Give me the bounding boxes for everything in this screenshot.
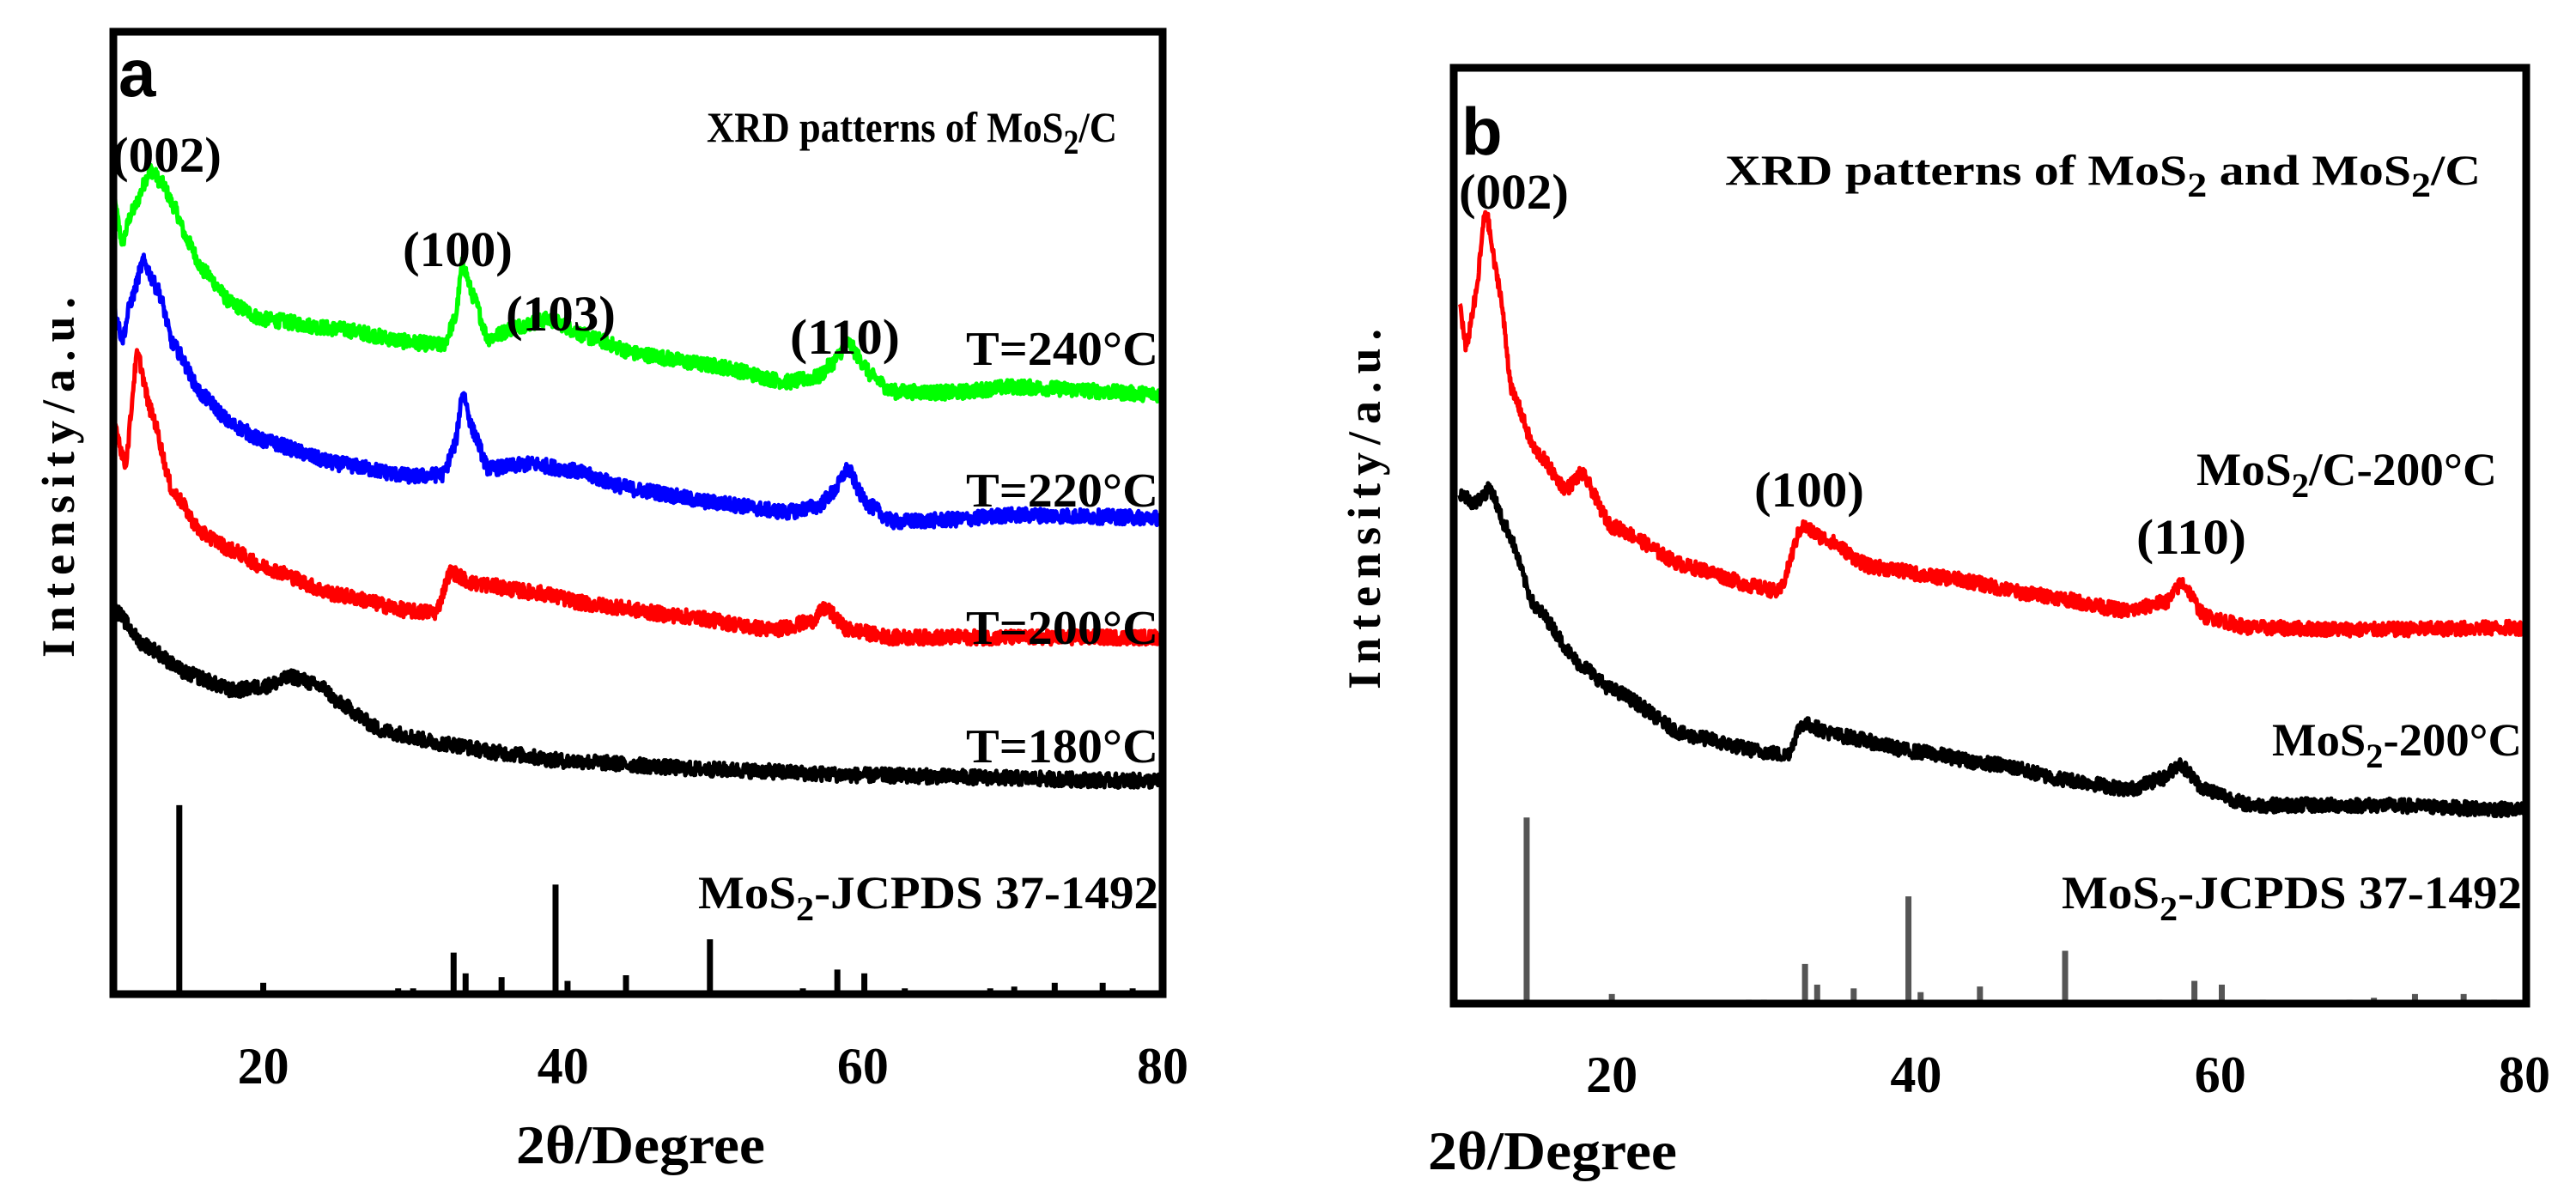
x-tick-label: 40 [538,1038,589,1095]
panel-a-title: XRD patterns of MoS2/C [707,103,1117,161]
reference-label: MoS 2-JCPDS 37-1492 [698,867,1158,928]
panel-a-x-tick-labels: 20 40 60 80 [238,1038,1188,1095]
series-line-mos2-200-c [1457,481,2526,819]
x-tick-label: 80 [2499,1046,2550,1103]
reference-label: MoS 2-JCPDS 37-1492 [2062,867,2522,928]
panel-b-y-axis-label: Intensity/a.u. [1339,329,1390,689]
panel-b-plot-area [1457,209,2527,1005]
peak-label-110: (110) [2136,509,2246,565]
x-tick-label: 60 [2195,1046,2246,1103]
x-tick-label: 80 [1137,1038,1188,1095]
panel-a: a XRD patterns of MoS2/C (002) (100) (10… [33,27,1188,1175]
series-line-t-240-c [111,162,1165,403]
panel-b-letter: b [1461,94,1503,169]
panel-b: b XRD patterns of MoS 2 and MoS 2/C (002) … [1339,64,2550,1181]
series-line-mos2-c-200-c [1457,209,2527,639]
x-tick-label: 40 [1890,1046,1941,1103]
panel-b-x-tick-labels: 20 40 60 80 [1586,1046,2550,1103]
series-line-t-200-c [111,348,1165,647]
x-tick-label: 20 [238,1038,289,1095]
panel-b-x-axis-label: 2θ/Degree [1428,1120,1677,1181]
series-label-mos2-200: MoS2-200°C [2272,714,2522,775]
series-label-180: T=180°C [966,720,1158,774]
peak-label-100: (100) [403,221,513,277]
x-tick-label: 60 [837,1038,889,1095]
panel-b-frame [1449,64,2530,1008]
panel-a-frame [109,27,1167,998]
series-label-220: T=220°C [966,464,1158,518]
panel-b-title: XRD patterns of MoS 2 and MoS 2/C [1725,146,2481,204]
series-line-t-220-c [112,252,1165,531]
peak-label-103: (103) [506,286,616,342]
panel-a-x-axis-label: 2θ/Degree [516,1114,765,1175]
series-label-200: T=200°C [966,602,1158,655]
panel-a-letter: a [118,35,156,111]
panel-a-y-axis-label: Intensity/a.u. [33,297,84,658]
x-tick-label: 20 [1586,1046,1637,1103]
peak-label-100: (100) [1754,462,1864,518]
peak-label-110: (110) [790,309,900,365]
peak-label-002: (002) [1459,164,1569,220]
series-label-mos2-c-200: MoS2/C-200°C [2196,444,2497,505]
series-line-t-180-c [111,602,1165,790]
series-label-240: T=240°C [966,323,1158,376]
peak-label-002: (002) [112,127,222,183]
